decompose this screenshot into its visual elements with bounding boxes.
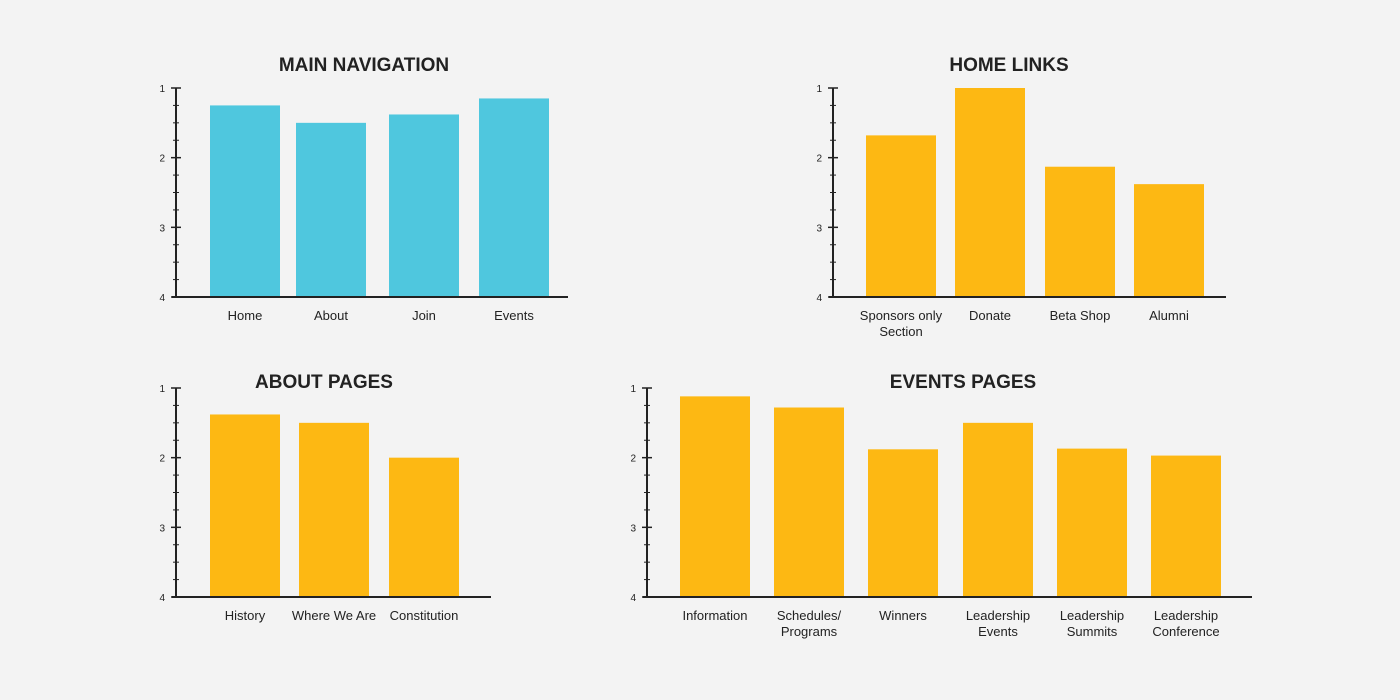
category-label: Donate xyxy=(969,308,1011,323)
category-label-line: Leadership xyxy=(1154,608,1218,623)
category-label: Leadership Conference xyxy=(1152,608,1219,639)
chart-title: HOME LINKS xyxy=(949,55,1068,76)
y-tick-label: 1 xyxy=(816,84,822,95)
bar xyxy=(1151,455,1221,597)
y-tick-label: 3 xyxy=(630,523,636,534)
bar xyxy=(210,105,280,298)
category-label-line: Alumni xyxy=(1149,308,1189,323)
category-label-line: Constitution xyxy=(390,608,459,623)
category-label-line: Information xyxy=(682,608,747,623)
category-label: Schedules/Programs xyxy=(777,608,842,639)
bar xyxy=(296,122,366,297)
bar xyxy=(866,135,936,297)
category-label-line: Programs xyxy=(781,624,838,639)
category-label-line: Leadership xyxy=(966,608,1030,623)
y-tick-label: 4 xyxy=(159,293,165,304)
y-tick-label: 4 xyxy=(816,293,822,304)
category-label-line: Summits xyxy=(1067,624,1118,639)
category-label-line: Donate xyxy=(969,308,1011,323)
bar xyxy=(1134,184,1204,297)
category-label-line: History xyxy=(225,608,266,623)
category-label: Home xyxy=(228,308,263,323)
chart-title: ABOUT PAGES xyxy=(255,372,393,393)
y-tick-label: 3 xyxy=(816,223,822,234)
bar xyxy=(963,422,1033,597)
bar xyxy=(299,422,369,597)
category-label: Events xyxy=(494,308,534,323)
category-label-line: Conference xyxy=(1152,624,1219,639)
bar xyxy=(680,396,750,597)
bar xyxy=(210,414,280,597)
y-tick-label: 4 xyxy=(630,593,636,604)
category-label: Join xyxy=(412,308,436,323)
y-tick-label: 4 xyxy=(159,593,165,604)
category-label-line: Join xyxy=(412,308,436,323)
bar xyxy=(389,457,459,597)
category-label-line: Events xyxy=(494,308,534,323)
category-label: Constitution xyxy=(390,608,459,623)
category-label-line: About xyxy=(314,308,348,323)
category-label: Leadership Events xyxy=(966,608,1030,639)
bar xyxy=(955,88,1025,297)
y-tick-label: 2 xyxy=(816,154,822,165)
category-label: History xyxy=(225,608,266,623)
chart-title: MAIN NAVIGATION xyxy=(279,55,449,76)
category-label: Alumni xyxy=(1149,308,1189,323)
category-label: Sponsors only Section xyxy=(860,308,943,339)
bar xyxy=(1045,166,1115,297)
y-tick-label: 3 xyxy=(159,223,165,234)
category-label: About xyxy=(314,308,348,323)
category-label-line: Winners xyxy=(879,608,927,623)
category-label-line: Home xyxy=(228,308,263,323)
y-tick-label: 1 xyxy=(159,84,165,95)
category-label-line: Where We Are xyxy=(292,608,376,623)
bar xyxy=(774,407,844,597)
y-tick-label: 1 xyxy=(159,384,165,395)
y-tick-label: 3 xyxy=(159,523,165,534)
category-label: Winners xyxy=(879,608,927,623)
y-tick-label: 2 xyxy=(159,454,165,465)
category-label-line: Leadership xyxy=(1060,608,1124,623)
category-label-line: Events xyxy=(978,624,1018,639)
category-label-line: Section xyxy=(879,324,922,339)
bar xyxy=(389,114,459,298)
bar xyxy=(479,98,549,297)
y-tick-label: 2 xyxy=(159,154,165,165)
category-label-line: Sponsors only xyxy=(860,308,943,323)
category-label-line: Schedules/ xyxy=(777,608,842,623)
bar xyxy=(1057,448,1127,597)
category-label-line: Beta Shop xyxy=(1050,308,1111,323)
y-tick-label: 1 xyxy=(630,384,636,395)
category-label: Where We Are xyxy=(292,608,376,623)
category-label: Leadership Summits xyxy=(1060,608,1124,639)
category-label: Information xyxy=(682,608,747,623)
category-label: Beta Shop xyxy=(1050,308,1111,323)
bar xyxy=(868,449,938,597)
chart-title: EVENTS PAGES xyxy=(890,372,1036,393)
y-tick-label: 2 xyxy=(630,454,636,465)
